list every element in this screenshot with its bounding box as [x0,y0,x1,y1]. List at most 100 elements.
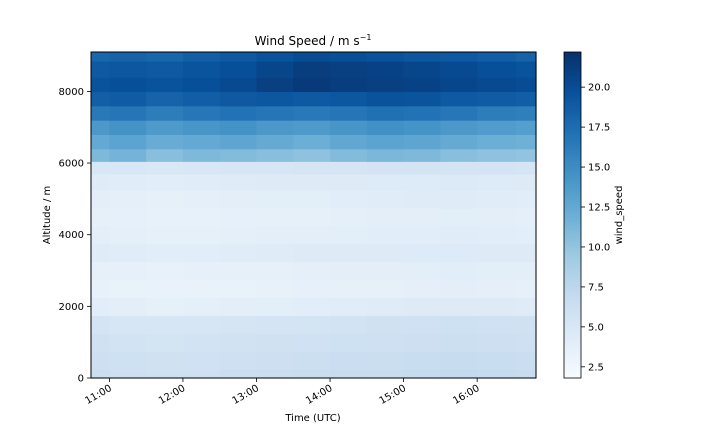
colorbar-tick-label: 20.0 [588,83,610,94]
heatmap-cell [146,60,184,78]
x-tick-label: 13:00 [231,383,261,407]
heatmap-cell [515,105,537,121]
heatmap-cell [477,148,517,162]
heatmap-cell [366,333,405,352]
heatmap-cell [366,225,405,245]
heatmap-cell [182,189,221,209]
heatmap-cell [403,77,441,93]
heatmap-cell [330,91,368,107]
heatmap-cell [256,207,294,227]
heatmap-cell [515,134,537,150]
heatmap-cell [293,243,331,263]
heatmap-cell [219,351,258,370]
heatmap-cell [403,333,441,352]
colorbar-label: wind_speed [614,186,625,245]
heatmap-cell [477,297,517,316]
heatmap-cell [366,369,405,379]
heatmap-cell [440,173,478,191]
heatmap-cell [219,91,258,107]
heatmap-cell [109,351,147,370]
heatmap-cell [219,120,258,135]
heatmap-cell [330,52,368,62]
heatmap-cell [146,333,184,352]
heatmap-cell [293,161,331,175]
heatmap-cell [256,225,294,245]
title-superscript: −1 [360,33,372,42]
heatmap-cell [403,52,441,62]
heatmap-cell [293,261,331,281]
heatmap-cell [330,77,368,93]
heatmap-cell [366,105,405,121]
heatmap-cell [330,105,368,121]
heatmap-cell [182,333,221,352]
heatmap-cell [330,279,368,298]
y-tick-label: 8000 [59,87,84,98]
heatmap-cell [109,369,147,379]
colorbar-tick-label: 5.0 [588,322,604,333]
x-tick-label: 16:00 [451,383,481,407]
heatmap-cell [515,315,537,334]
heatmap-cell [477,77,517,93]
plot-area [91,52,537,379]
heatmap-cell [403,243,441,263]
y-axis: 0 2000 4000 6000 8000 [59,87,91,385]
heatmap-cell [366,189,405,209]
heatmap-cell [91,369,110,379]
heatmap-cell [440,148,478,162]
heatmap-cell [91,91,110,107]
heatmap-cell [403,207,441,227]
heatmap-cell [440,120,478,135]
heatmap-cell [293,120,331,135]
heatmap-cell [91,207,110,227]
heatmap-cell [366,279,405,298]
x-tick-label: 15:00 [378,383,408,407]
heatmap-cell [109,189,147,209]
heatmap-cell [477,207,517,227]
heatmap-cell [440,333,478,352]
plot-frame [90,51,537,379]
heatmap-cell [256,77,294,93]
heatmap-cell [330,60,368,78]
heatmap-cell [440,161,478,175]
heatmap-cell [515,189,537,209]
heatmap-cell [477,105,517,121]
heatmap-cell [515,52,537,62]
heatmap-cell [219,52,258,62]
heatmap-cell [109,315,147,334]
heatmap-cell [91,333,110,352]
heatmap-cell [146,91,184,107]
heatmap-cell [256,173,294,191]
heatmap-cell [182,120,221,135]
heatmap-cell [293,279,331,298]
heatmap-cell [515,333,537,352]
heatmap-cell [366,134,405,150]
heatmap-cell [91,351,110,370]
heatmap-cell [182,297,221,316]
heatmap-cell [146,369,184,379]
colorbar-tick-label: 17.5 [588,123,610,134]
heatmap-cell [515,225,537,245]
heatmap-cell [330,225,368,245]
heatmap-cell [515,279,537,298]
heatmap-cell [515,261,537,281]
heatmap-cell [256,297,294,316]
heatmap-cell [477,225,517,245]
heatmap-cell [146,52,184,62]
heatmap-cell [256,333,294,352]
heatmap-cell [330,243,368,263]
heatmap-cell [330,297,368,316]
heatmap-cell [91,134,110,150]
heatmap-cell [109,148,147,162]
colorbar [563,51,582,379]
heatmap-cell [182,207,221,227]
heatmap-cell [256,243,294,263]
heatmap-cell [182,60,221,78]
heatmap-cell [515,243,537,263]
heatmap-cell [293,91,331,107]
heatmap-cell [146,105,184,121]
heatmap-cell [403,261,441,281]
heatmap-cell [256,134,294,150]
heatmap-cell [182,351,221,370]
heatmap-cell [477,134,517,150]
heatmap-cell [109,161,147,175]
